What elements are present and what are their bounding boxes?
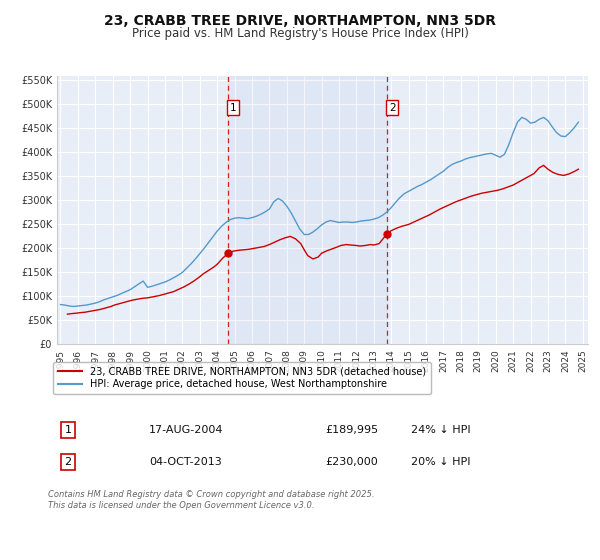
Text: £230,000: £230,000	[325, 457, 378, 467]
Text: 1: 1	[230, 103, 236, 113]
Text: 17-AUG-2004: 17-AUG-2004	[149, 425, 223, 435]
Text: 04-OCT-2013: 04-OCT-2013	[149, 457, 221, 467]
Text: Contains HM Land Registry data © Crown copyright and database right 2025.
This d: Contains HM Land Registry data © Crown c…	[48, 491, 374, 510]
Text: 24% ↓ HPI: 24% ↓ HPI	[411, 425, 470, 435]
Legend: 23, CRABB TREE DRIVE, NORTHAMPTON, NN3 5DR (detached house), HPI: Average price,: 23, CRABB TREE DRIVE, NORTHAMPTON, NN3 5…	[53, 362, 431, 394]
Text: Price paid vs. HM Land Registry's House Price Index (HPI): Price paid vs. HM Land Registry's House …	[131, 27, 469, 40]
Text: 1: 1	[65, 425, 71, 435]
Text: 23, CRABB TREE DRIVE, NORTHAMPTON, NN3 5DR: 23, CRABB TREE DRIVE, NORTHAMPTON, NN3 5…	[104, 14, 496, 28]
Text: £189,995: £189,995	[325, 425, 379, 435]
Text: 20% ↓ HPI: 20% ↓ HPI	[411, 457, 470, 467]
Text: 2: 2	[65, 457, 72, 467]
Bar	[228, 76, 387, 344]
Text: 2: 2	[389, 103, 395, 113]
